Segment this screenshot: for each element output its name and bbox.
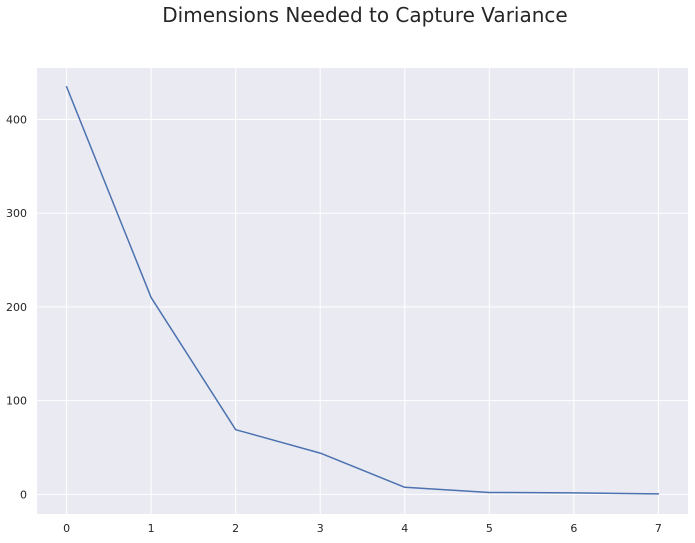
y-tick-label-4: 400: [6, 114, 27, 127]
y-axis: 0 100 200 300 400: [6, 114, 27, 502]
series-line-0: [65, 85, 660, 495]
y-tick-label-2: 200: [6, 301, 27, 314]
chart-title: Dimensions Needed to Capture Variance: [162, 3, 567, 27]
y-tick-label-0: 0: [20, 488, 27, 501]
x-tick-label-6: 6: [570, 522, 577, 535]
x-tick-label-7: 7: [655, 522, 662, 535]
x-axis: 0 1 2 3 4 5 6 7: [63, 522, 662, 535]
x-tick-label-2: 2: [232, 522, 239, 535]
x-tick-label-0: 0: [63, 522, 70, 535]
x-tick-label-1: 1: [148, 522, 155, 535]
x-tick-label-5: 5: [486, 522, 493, 535]
y-tick-label-1: 100: [6, 395, 27, 408]
grid: [37, 68, 688, 514]
plot-area: [37, 68, 688, 514]
x-tick-label-4: 4: [401, 522, 408, 535]
x-tick-label-3: 3: [317, 522, 324, 535]
series-layer: [65, 85, 660, 495]
y-tick-label-3: 300: [6, 207, 27, 220]
